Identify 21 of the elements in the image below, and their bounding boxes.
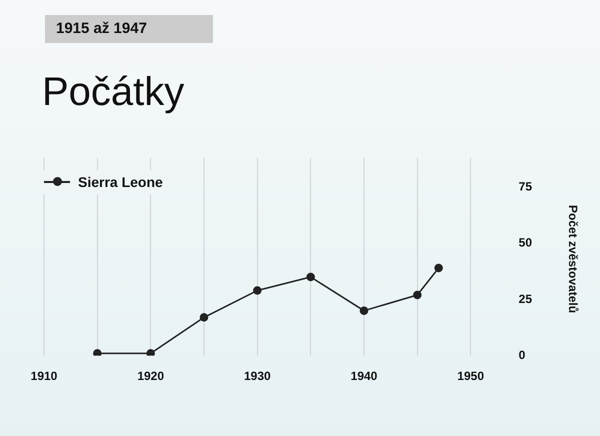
point [93,349,102,356]
point [306,272,315,282]
x-tick-label: 1930 [244,369,271,384]
x-tick-label: 1920 [137,369,164,384]
legend-label: Sierra Leone [78,174,163,190]
y2-tick-label: 50 [518,236,532,250]
point [413,290,422,300]
y2-axis-title: Počet zvěstovatelů [566,205,580,314]
x-tick-label: 1910 [30,369,58,384]
x-tick-label: 1950 [457,369,484,384]
point [200,313,208,322]
point [146,349,155,356]
x-tick-label: 1940 [350,369,378,384]
chart-title: Počátky [42,70,184,115]
y2-tick-label: 75 [518,180,532,194]
point [360,306,368,315]
point [253,286,262,295]
point [434,264,443,272]
y2-tick-label: 0 [518,348,526,362]
y2-tick-label: 25 [518,292,532,306]
chart-subtitle: 1915 až 1947 [45,15,213,43]
